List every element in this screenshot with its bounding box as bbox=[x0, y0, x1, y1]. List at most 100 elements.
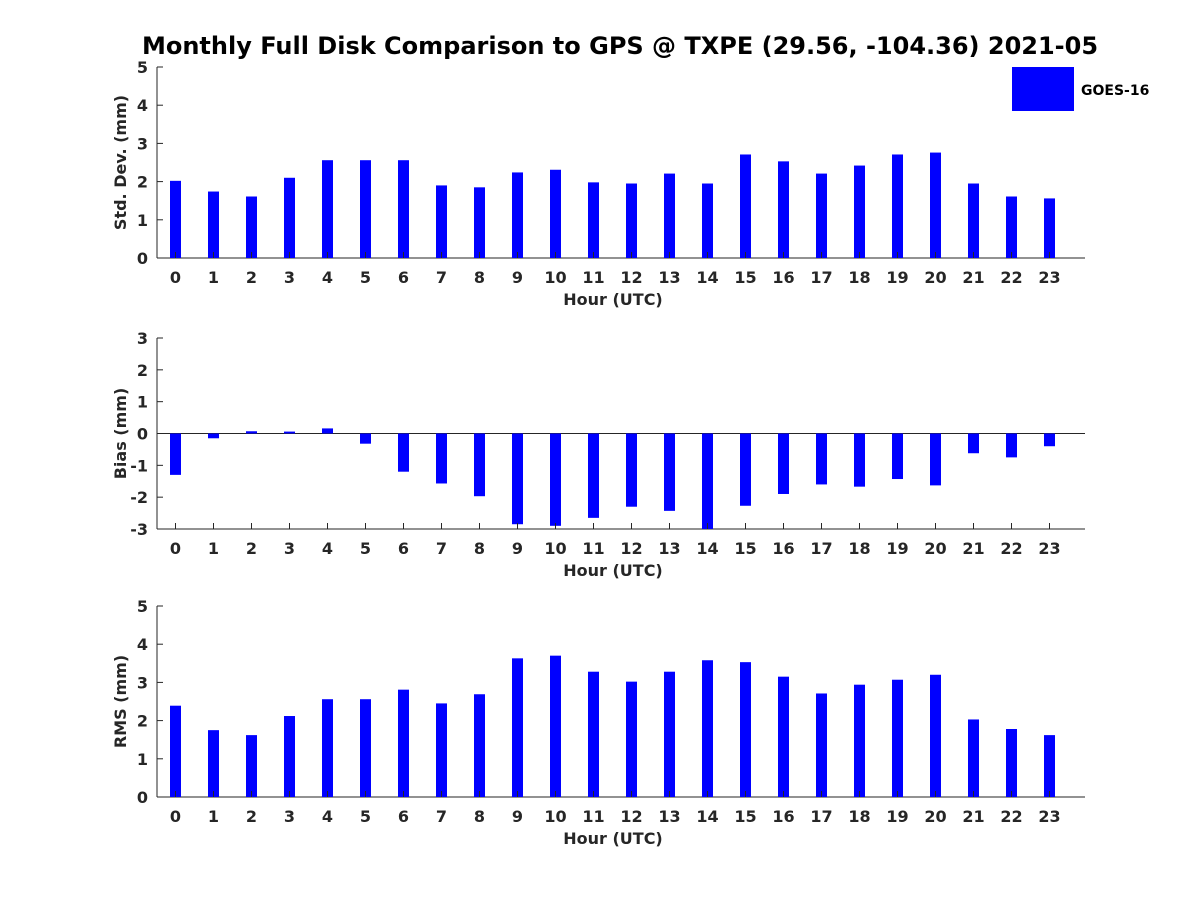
rms-x-tick-label: 9 bbox=[512, 807, 523, 826]
bias-y-tick-label: 2 bbox=[137, 361, 148, 380]
std-dev-bar-hour-17 bbox=[816, 173, 827, 258]
std-dev-x-tick-label: 8 bbox=[474, 268, 485, 287]
std-dev-bar-hour-14 bbox=[702, 183, 713, 258]
rms-bar-hour-11 bbox=[588, 671, 599, 797]
bias-x-tick-label: 14 bbox=[696, 539, 718, 558]
bias-bar-hour-6 bbox=[398, 433, 409, 472]
bias-x-tick-label: 6 bbox=[398, 539, 409, 558]
rms-bar-hour-7 bbox=[436, 703, 447, 797]
std-dev-bar-hour-21 bbox=[968, 183, 979, 258]
bias-x-tick-label: 21 bbox=[962, 539, 984, 558]
bias-bar-hour-4 bbox=[322, 428, 333, 434]
std-dev-bar-hour-2 bbox=[246, 196, 257, 258]
std-dev-x-tick-label: 19 bbox=[886, 268, 908, 287]
rms-bar-hour-19 bbox=[892, 679, 903, 797]
rms-x-tick-label: 15 bbox=[734, 807, 756, 826]
rms-x-tick-label: 0 bbox=[170, 807, 181, 826]
bias-bar-hour-20 bbox=[930, 433, 941, 486]
std-dev-x-tick-label: 14 bbox=[696, 268, 718, 287]
rms-bar-hour-13 bbox=[664, 671, 675, 797]
std-dev-bar-hour-12 bbox=[626, 183, 637, 258]
std-dev-bar-hour-10 bbox=[550, 169, 561, 258]
bias-x-tick-label: 17 bbox=[810, 539, 832, 558]
rms-y-tick-label: 4 bbox=[137, 635, 148, 654]
rms-x-tick-label: 17 bbox=[810, 807, 832, 826]
bias-x-tick-label: 8 bbox=[474, 539, 485, 558]
rms-x-tick-label: 1 bbox=[208, 807, 219, 826]
std-dev-x-tick-label: 6 bbox=[398, 268, 409, 287]
legend-label-goes-16: GOES-16 bbox=[1081, 83, 1149, 99]
rms-bar-hour-3 bbox=[284, 716, 295, 797]
rms-bar-hour-17 bbox=[816, 693, 827, 797]
bias-bar-hour-8 bbox=[474, 433, 485, 497]
bias-x-tick-label: 18 bbox=[848, 539, 870, 558]
rms-x-tick-label: 22 bbox=[1000, 807, 1022, 826]
rms-x-tick-label: 14 bbox=[696, 807, 718, 826]
rms-x-tick-label: 12 bbox=[620, 807, 642, 826]
rms-bar-hour-20 bbox=[930, 674, 941, 797]
bias-x-tick-label: 0 bbox=[170, 539, 181, 558]
bias-bar-hour-2 bbox=[246, 431, 257, 434]
std-dev-x-axis-label: Hour (UTC) bbox=[563, 290, 663, 309]
std-dev-x-tick-label: 2 bbox=[246, 268, 257, 287]
bias-x-tick-label: 9 bbox=[512, 539, 523, 558]
rms-x-tick-label: 13 bbox=[658, 807, 680, 826]
rms-x-tick-label: 23 bbox=[1038, 807, 1060, 826]
rms-x-tick-label: 5 bbox=[360, 807, 371, 826]
std-dev-x-tick-label: 22 bbox=[1000, 268, 1022, 287]
rms-bar-hour-18 bbox=[854, 684, 865, 797]
bias-bar-hour-19 bbox=[892, 433, 903, 480]
bias-bar-hour-7 bbox=[436, 433, 447, 484]
rms-bar-hour-4 bbox=[322, 699, 333, 797]
rms-bar-hour-15 bbox=[740, 662, 751, 797]
legend: GOES-16 bbox=[1012, 67, 1149, 111]
std-dev-x-tick-label: 20 bbox=[924, 268, 946, 287]
rms-y-tick-label: 3 bbox=[137, 673, 148, 692]
std-dev-x-tick-label: 15 bbox=[734, 268, 756, 287]
std-dev-bar-hour-7 bbox=[436, 185, 447, 258]
bias-bar-hour-10 bbox=[550, 433, 561, 526]
std-dev-x-tick-label: 16 bbox=[772, 268, 794, 287]
bias-x-tick-label: 19 bbox=[886, 539, 908, 558]
rms-x-tick-label: 21 bbox=[962, 807, 984, 826]
bias-y-tick-label: -1 bbox=[130, 456, 148, 475]
std-dev-x-tick-label: 17 bbox=[810, 268, 832, 287]
bias-y-tick-label: 1 bbox=[137, 393, 148, 412]
rms-bar-hour-8 bbox=[474, 694, 485, 797]
bias-bar-hour-14 bbox=[702, 433, 713, 529]
rms-bar-hour-21 bbox=[968, 719, 979, 797]
rms-bar-hour-1 bbox=[208, 730, 219, 797]
std-dev-bar-hour-13 bbox=[664, 173, 675, 258]
std-dev-x-tick-label: 11 bbox=[582, 268, 604, 287]
bias-bar-hour-18 bbox=[854, 433, 865, 487]
rms-x-tick-label: 2 bbox=[246, 807, 257, 826]
std-dev-x-tick-label: 12 bbox=[620, 268, 642, 287]
std-dev-x-tick-label: 1 bbox=[208, 268, 219, 287]
bias-x-tick-label: 23 bbox=[1038, 539, 1060, 558]
bias-bar-hour-12 bbox=[626, 433, 637, 507]
std-dev-x-tick-label: 7 bbox=[436, 268, 447, 287]
bias-bar-hour-11 bbox=[588, 433, 599, 518]
bias-x-tick-label: 20 bbox=[924, 539, 946, 558]
std-dev-x-tick-label: 4 bbox=[322, 268, 333, 287]
rms-bar-hour-2 bbox=[246, 735, 257, 797]
bias-x-tick-label: 13 bbox=[658, 539, 680, 558]
bias-x-tick-label: 11 bbox=[582, 539, 604, 558]
bias-x-tick-label: 10 bbox=[544, 539, 566, 558]
bias-bar-hour-17 bbox=[816, 433, 827, 485]
rms-bar-hour-6 bbox=[398, 689, 409, 797]
rms-x-tick-label: 16 bbox=[772, 807, 794, 826]
std-dev-y-tick-label: 5 bbox=[137, 58, 148, 77]
bias-bar-hour-3 bbox=[284, 431, 295, 434]
rms-bar-hour-23 bbox=[1044, 735, 1055, 797]
rms-bar-hour-5 bbox=[360, 699, 371, 797]
bias-y-tick-label: -3 bbox=[130, 520, 148, 539]
std-dev-bar-hour-8 bbox=[474, 187, 485, 258]
bias-bar-hour-23 bbox=[1044, 433, 1055, 447]
std-dev-x-tick-label: 23 bbox=[1038, 268, 1060, 287]
std-dev-bar-hour-16 bbox=[778, 161, 789, 258]
bias-bar-hour-16 bbox=[778, 433, 789, 494]
rms-x-tick-label: 20 bbox=[924, 807, 946, 826]
